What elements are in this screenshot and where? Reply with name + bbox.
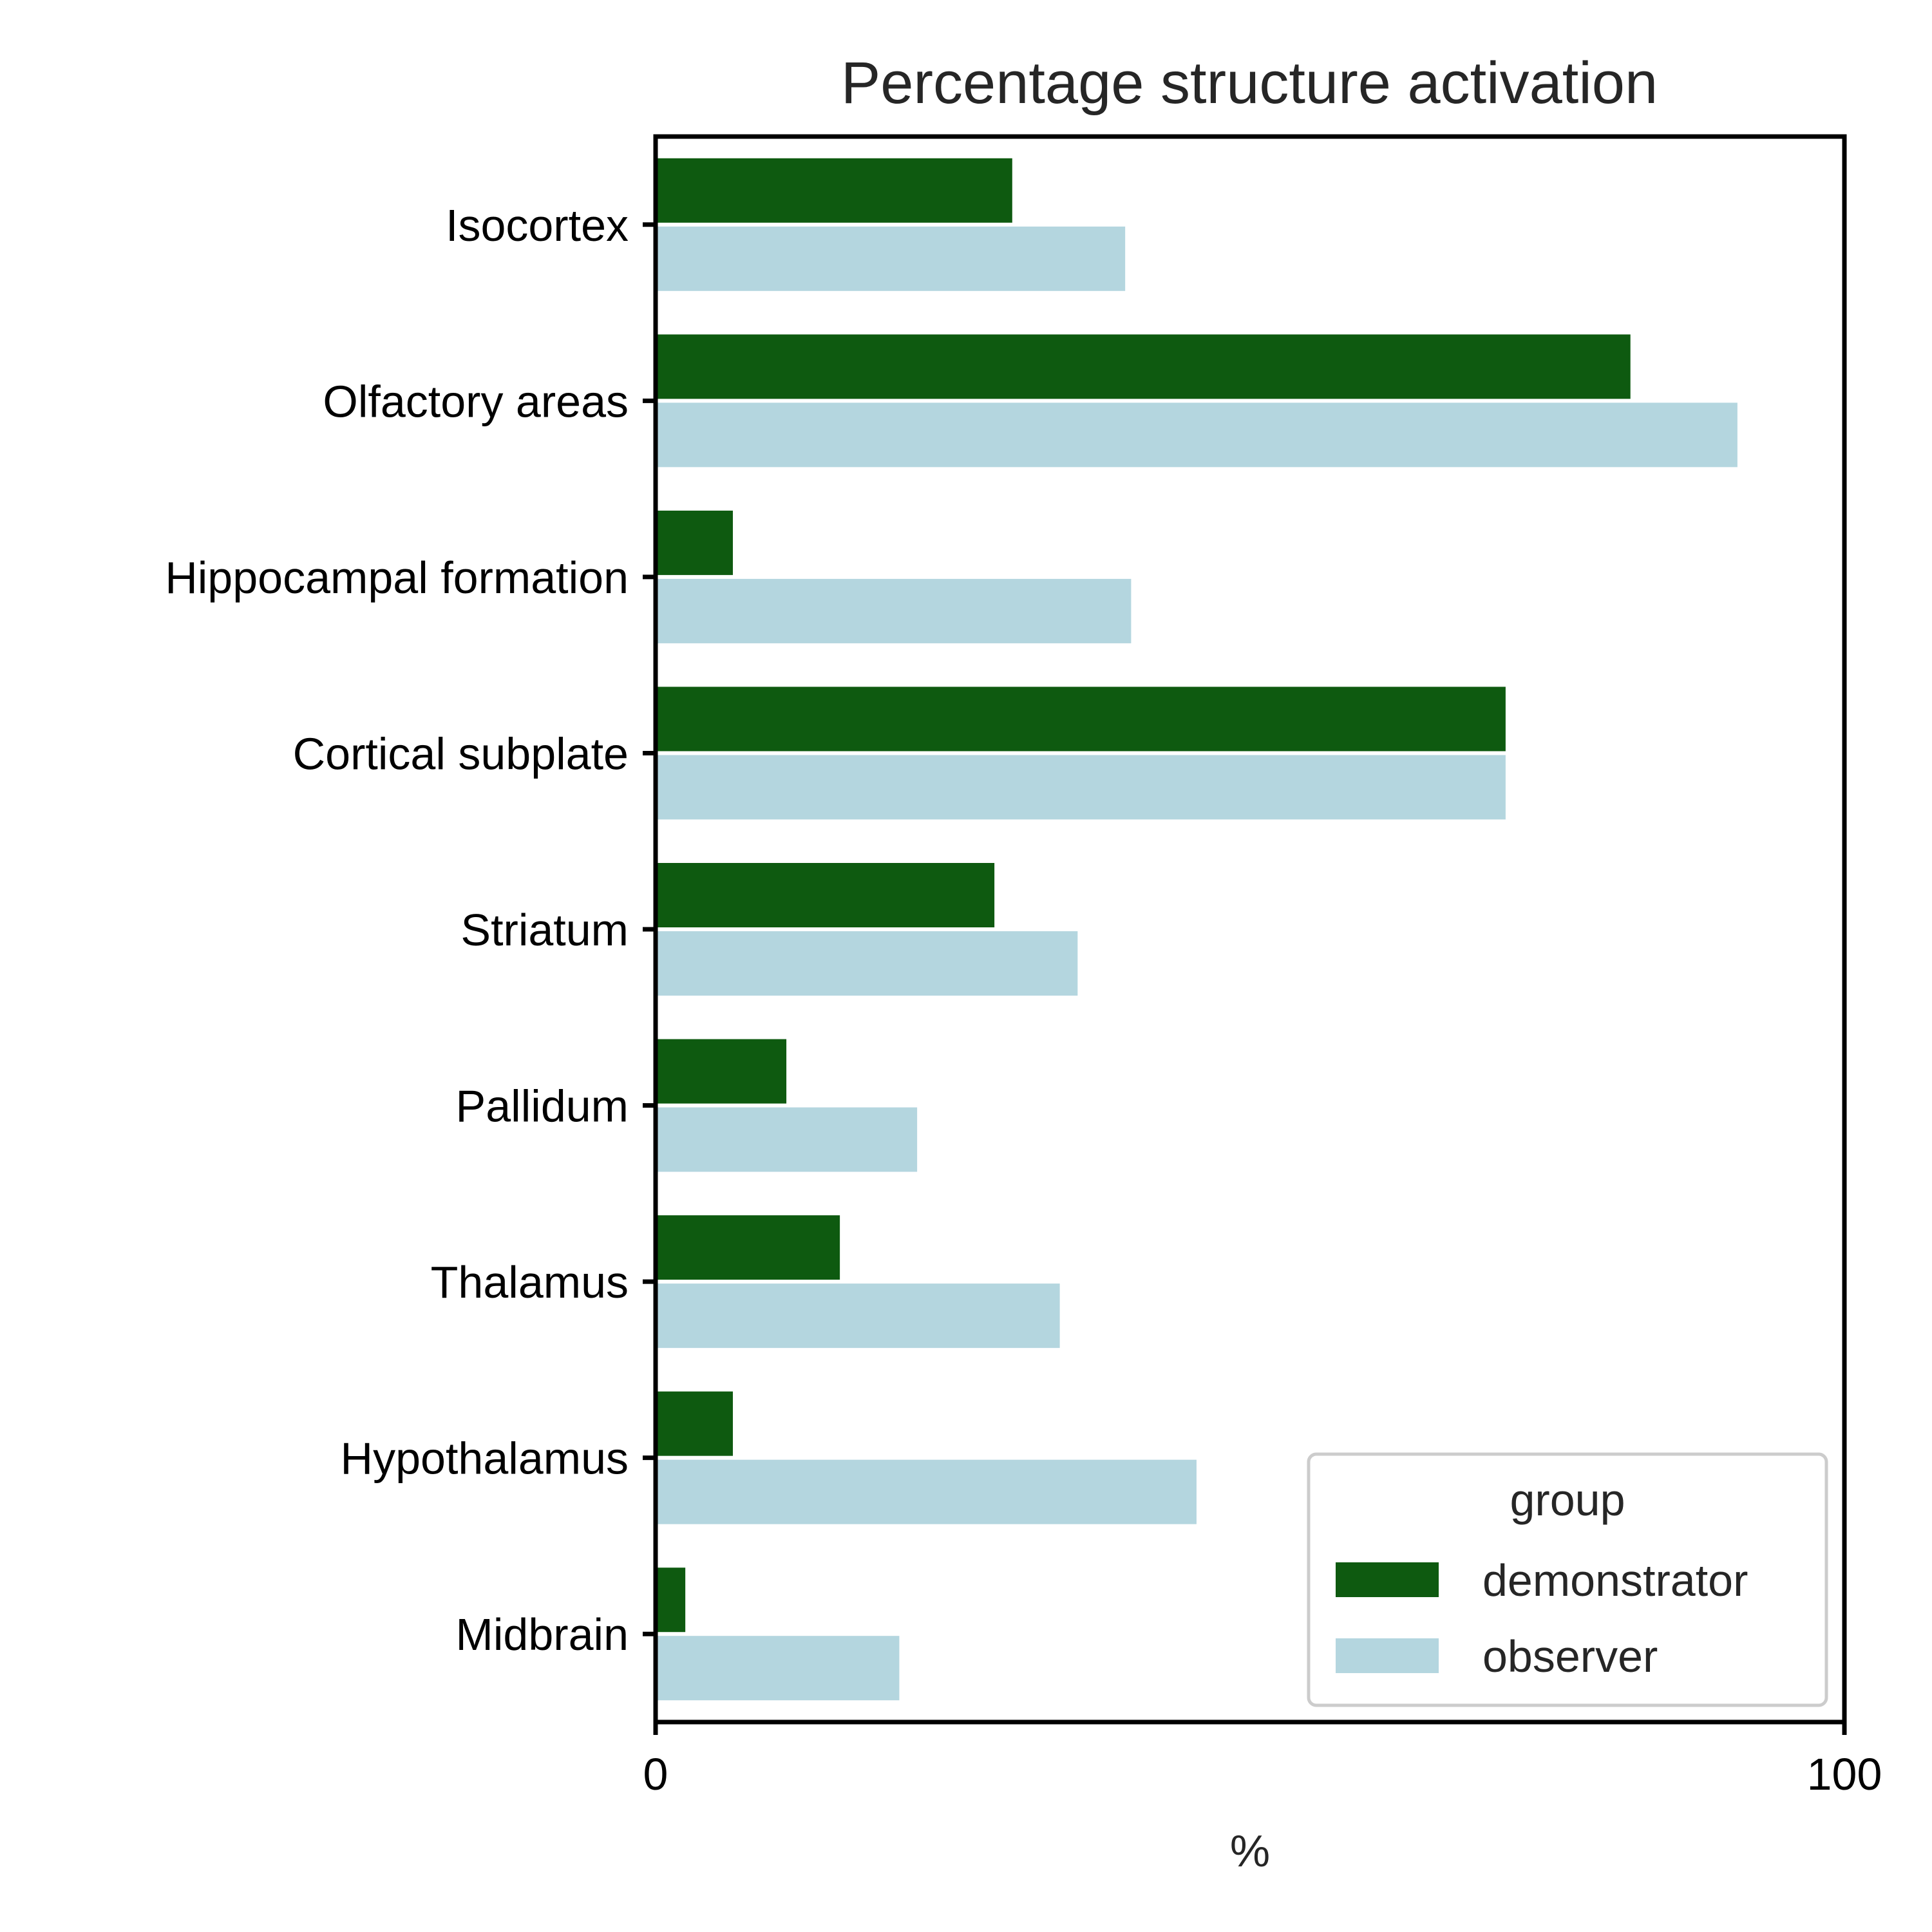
x-axis-label: % [1230,1826,1270,1876]
x-tick-label: 100 [1807,1749,1882,1799]
legend-title: group [1510,1475,1625,1525]
legend-label-observer: observer [1482,1631,1658,1681]
chart-title: Percentage structure activation [841,50,1658,116]
bar-demonstrator-8 [656,1567,686,1633]
bar-demonstrator-5 [656,1039,787,1104]
legend-swatch-demonstrator [1336,1562,1439,1597]
bar-observer-4 [656,931,1078,996]
bar-demonstrator-6 [656,1215,840,1280]
bar-observer-3 [656,755,1506,820]
bar-observer-8 [656,1636,900,1701]
bar-demonstrator-7 [656,1391,733,1456]
bar-demonstrator-1 [656,334,1631,399]
bar-observer-5 [656,1107,918,1172]
y-tick-label: Hypothalamus [341,1434,629,1484]
x-tick-label: 0 [643,1749,668,1799]
bar-observer-6 [656,1283,1060,1349]
legend-swatch-observer [1336,1638,1439,1673]
y-tick-label: Cortical subplate [293,728,629,779]
bar-demonstrator-0 [656,158,1012,223]
plot-frame [653,134,1847,1725]
y-tick-label: Striatum [460,905,629,955]
x-axis-ticks: 0 100 [643,1722,1882,1799]
bar-demonstrator-4 [656,863,995,927]
y-tick-label: Hippocampal formation [165,553,629,603]
legend-label-demonstrator: demonstrator [1482,1555,1748,1605]
bar-demonstrator-2 [656,510,733,575]
y-axis-ticks: Isocortex Olfactory areas Hippocampal form… [165,200,656,1660]
bars-group [656,158,1738,1701]
y-tick-label: Olfactory areas [323,376,629,426]
y-tick-label: Thalamus [431,1257,629,1307]
bar-demonstrator-3 [656,687,1506,752]
bar-observer-1 [656,402,1738,468]
y-tick-label: Midbrain [456,1609,629,1660]
bar-observer-0 [656,226,1126,291]
bar-observer-2 [656,578,1132,643]
y-tick-label: Pallidum [456,1081,629,1132]
legend: group demonstrator observer [1307,1452,1828,1707]
y-tick-label: Isocortex [446,200,629,251]
bar-observer-7 [656,1459,1197,1524]
